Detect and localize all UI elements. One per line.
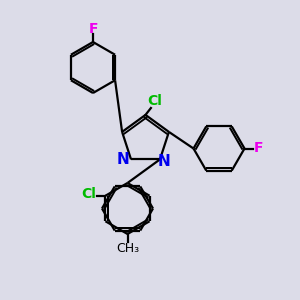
Text: N: N [117, 152, 129, 167]
Text: F: F [254, 142, 263, 155]
Text: Cl: Cl [82, 187, 96, 201]
Text: CH₃: CH₃ [116, 242, 139, 256]
Text: F: F [88, 22, 98, 35]
Text: Cl: Cl [147, 94, 162, 108]
Text: N: N [158, 154, 171, 169]
